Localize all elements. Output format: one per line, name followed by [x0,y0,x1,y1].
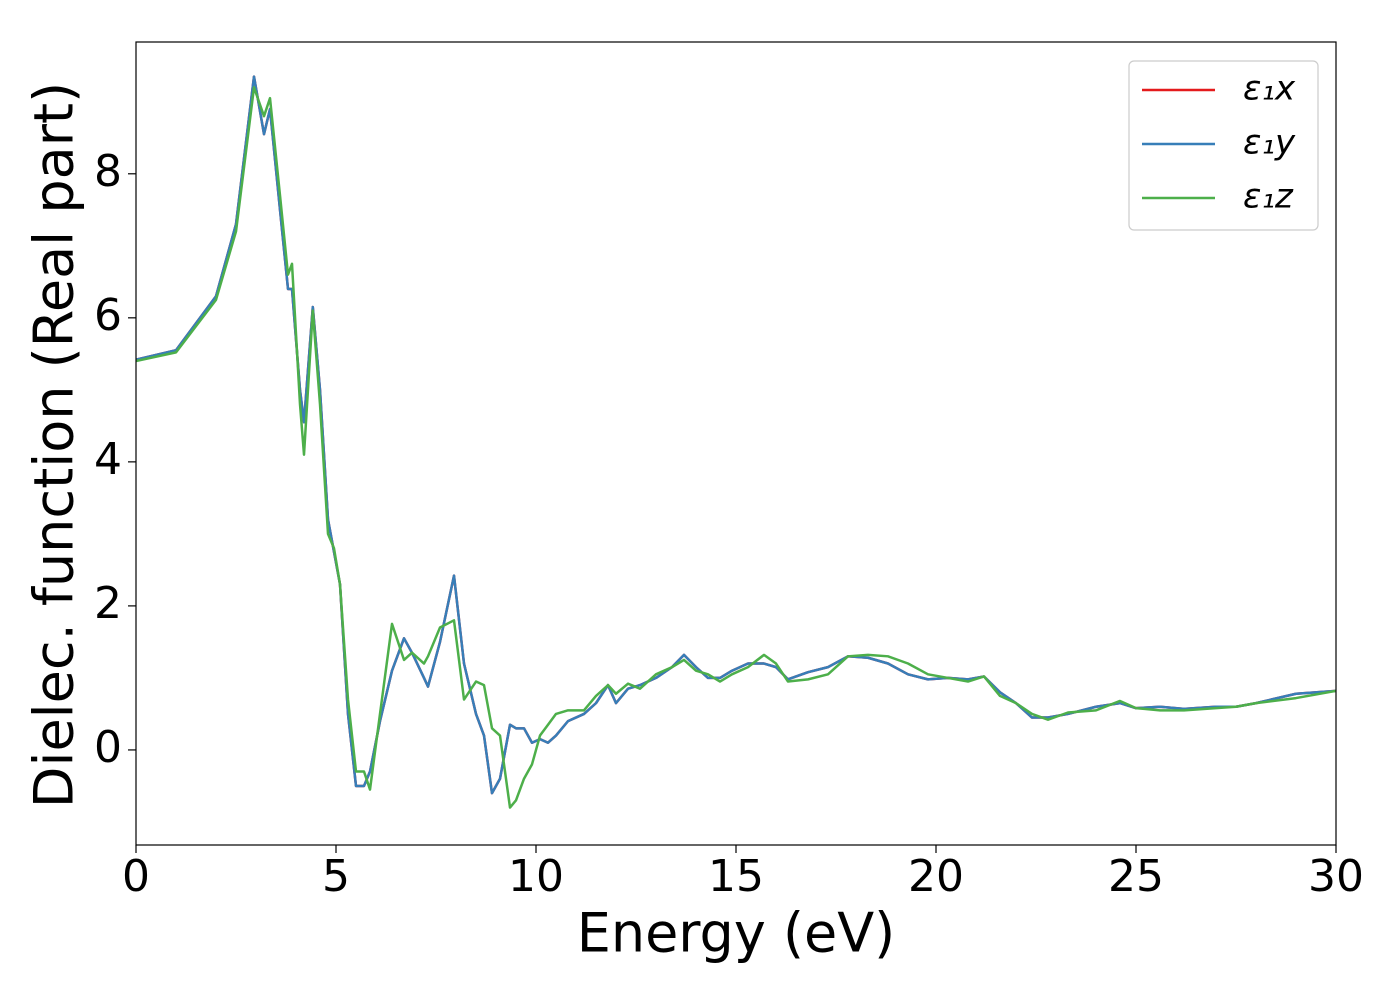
x-tick-label: 20 [908,851,964,902]
x-tick-label: 15 [708,851,764,902]
y-tick-label: 2 [94,578,122,629]
x-tick-label: 5 [322,851,350,902]
y-tick-label: 8 [94,146,122,197]
y-tick-label: 4 [94,434,122,485]
legend-label: ε₁y [1243,123,1296,163]
legend-label: ε₁z [1243,177,1294,217]
x-tick-label: 0 [122,851,150,902]
y-axis-label: Dielec. function (Real part) [23,82,86,808]
x-tick-label: 10 [508,851,564,902]
legend-label: ε₁x [1243,69,1296,109]
legend-box [1128,60,1319,231]
x-axis-label: Energy (eV) [577,902,896,965]
series-line [136,86,1336,809]
y-tick-label: 6 [94,290,122,341]
plot-frame [135,41,1337,846]
x-tick-label: 30 [1308,851,1364,902]
y-tick-label: 0 [94,722,122,773]
x-tick-label: 25 [1108,851,1164,902]
